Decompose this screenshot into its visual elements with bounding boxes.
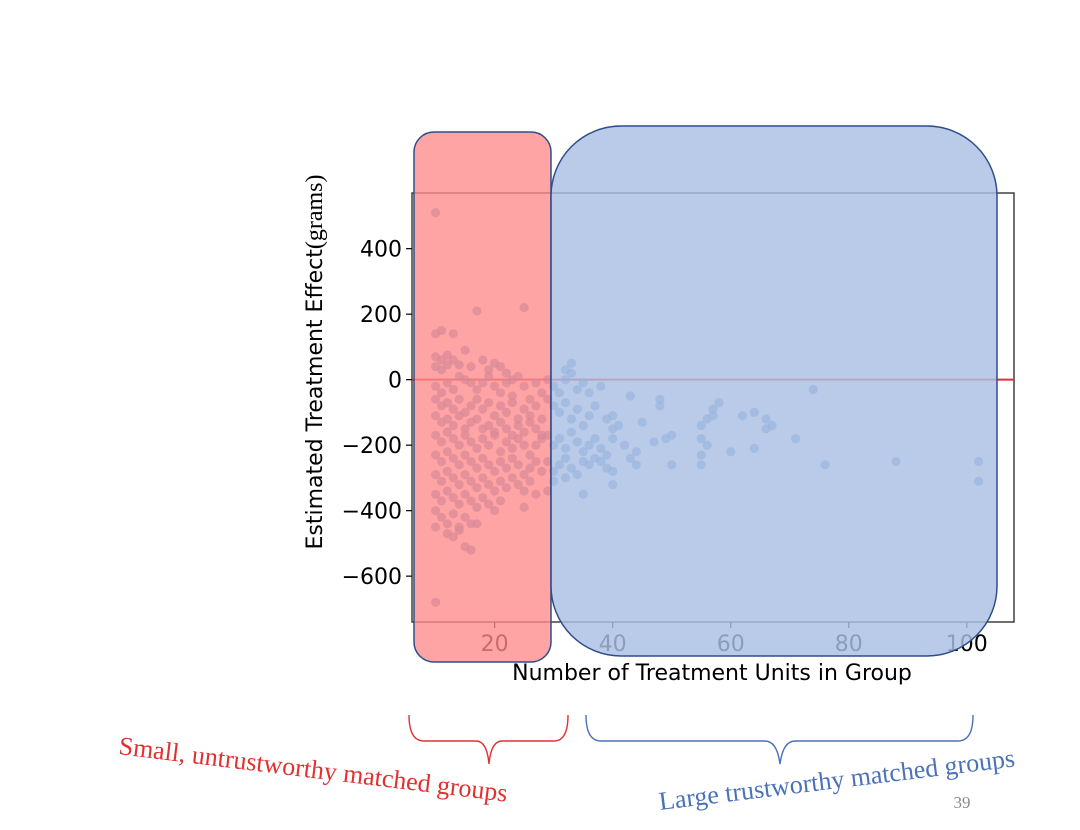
y-tick-label: −600 bbox=[342, 565, 402, 590]
small-groups-brace bbox=[408, 714, 569, 765]
large-groups-brace bbox=[585, 714, 974, 765]
x-axis-title: Number of Treatment Units in Group bbox=[512, 661, 912, 686]
small-groups-label: Small, untrustworthy matched groups bbox=[117, 731, 509, 807]
small-groups-region bbox=[413, 131, 552, 663]
y-tick-label: 200 bbox=[360, 303, 402, 328]
y-axis: 400 200 0 −200 −400 −600 bbox=[342, 238, 412, 590]
page-number: 39 bbox=[954, 793, 971, 812]
y-tick-label: 400 bbox=[360, 238, 402, 263]
large-groups-region bbox=[550, 125, 998, 657]
y-axis-title-unit: (grams) bbox=[302, 174, 328, 249]
y-axis-title-main: Estimated Treatment Effect bbox=[303, 249, 328, 550]
y-tick-label: −200 bbox=[342, 434, 402, 459]
y-tick-label: 0 bbox=[388, 369, 402, 394]
y-tick-label: −400 bbox=[342, 500, 402, 525]
y-axis-title: Estimated Treatment Effect(grams) bbox=[302, 174, 328, 549]
